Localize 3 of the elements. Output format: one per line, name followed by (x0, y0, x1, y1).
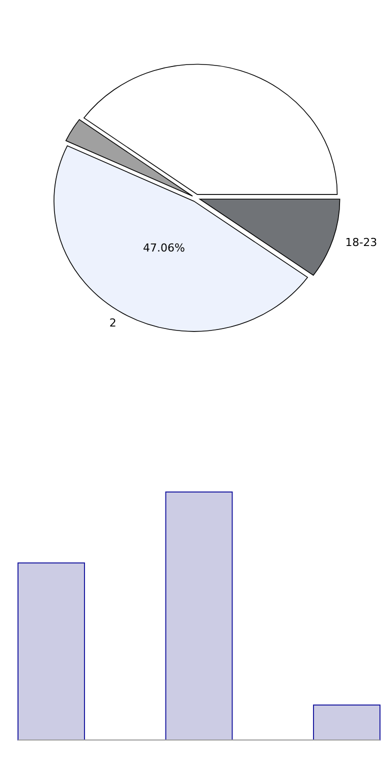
data-label: 47.06% (143, 241, 186, 255)
slice-label: 2 (109, 316, 116, 330)
slice-label: 18-23 (345, 236, 378, 249)
